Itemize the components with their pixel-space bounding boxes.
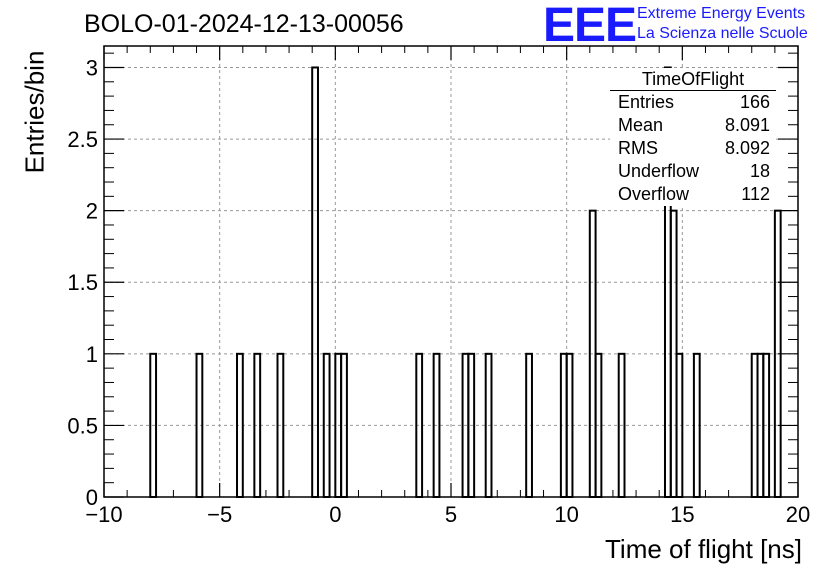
stats-value: 112 bbox=[741, 184, 770, 204]
logo-line-2: La Scienza nelle Scuole bbox=[637, 25, 808, 42]
stats-row-entries: Entries 166 bbox=[610, 91, 776, 114]
x-tick-label: 20 bbox=[786, 502, 810, 527]
y-axis-label: Entries/bin bbox=[19, 50, 50, 174]
stats-label: RMS bbox=[618, 138, 658, 158]
stats-value: 8.091 bbox=[724, 115, 770, 135]
x-tick-label: 5 bbox=[445, 502, 457, 527]
x-tick-label: 10 bbox=[554, 502, 578, 527]
stats-label: Overflow bbox=[618, 184, 690, 204]
y-tick-label: 1.5 bbox=[67, 270, 98, 295]
histogram-bin bbox=[692, 352, 701, 499]
stats-row-mean: Mean 8.091 bbox=[610, 114, 776, 137]
histogram-bin bbox=[415, 352, 424, 499]
chart-title: BOLO-01-2024-12-13-00056 bbox=[84, 10, 404, 38]
stats-title: TimeOfFlight bbox=[610, 68, 776, 91]
eee-logo: EEE bbox=[543, 0, 637, 52]
histogram-bin bbox=[675, 352, 684, 499]
stats-value: 8.092 bbox=[724, 138, 770, 158]
y-tick-label: 1 bbox=[86, 342, 98, 367]
histogram-bin bbox=[525, 352, 533, 499]
y-tick-label: 0.5 bbox=[67, 413, 98, 438]
x-tick-label: 15 bbox=[670, 502, 694, 527]
y-tick-label: 2.5 bbox=[67, 127, 98, 152]
histogram-bin bbox=[236, 352, 244, 499]
x-tick-label: −10 bbox=[85, 502, 122, 527]
histogram-bin bbox=[195, 352, 204, 499]
y-tick-label: 2 bbox=[86, 199, 98, 224]
x-tick-label: 0 bbox=[329, 502, 341, 527]
logo-line-1: Extreme Energy Events bbox=[637, 5, 806, 22]
histogram-bin bbox=[253, 352, 262, 499]
stats-row-rms: RMS 8.092 bbox=[610, 137, 776, 160]
x-axis-label: Time of flight [ns] bbox=[605, 534, 802, 564]
stats-label: Entries bbox=[618, 92, 675, 112]
stats-value: 18 bbox=[749, 161, 770, 181]
stats-value: 166 bbox=[739, 92, 770, 112]
stats-row-underflow: Underflow 18 bbox=[610, 160, 776, 183]
axis-tick-labels: −10 −5 0 5 10 15 20 0 0.5 1 1.5 2 2.5 3 bbox=[67, 55, 810, 527]
x-tick-label: −5 bbox=[207, 502, 232, 527]
stats-row-overflow: Overflow 112 bbox=[610, 183, 776, 206]
stats-box: TimeOfFlight Entries 166 Mean 8.091 RMS … bbox=[610, 68, 776, 206]
y-tick-label: 0 bbox=[86, 485, 98, 510]
histogram-bin bbox=[565, 352, 574, 499]
stats-label: Underflow bbox=[618, 161, 700, 181]
axis-ticks bbox=[103, 46, 799, 498]
y-tick-label: 3 bbox=[86, 55, 98, 80]
stats-label: Mean bbox=[618, 115, 664, 135]
